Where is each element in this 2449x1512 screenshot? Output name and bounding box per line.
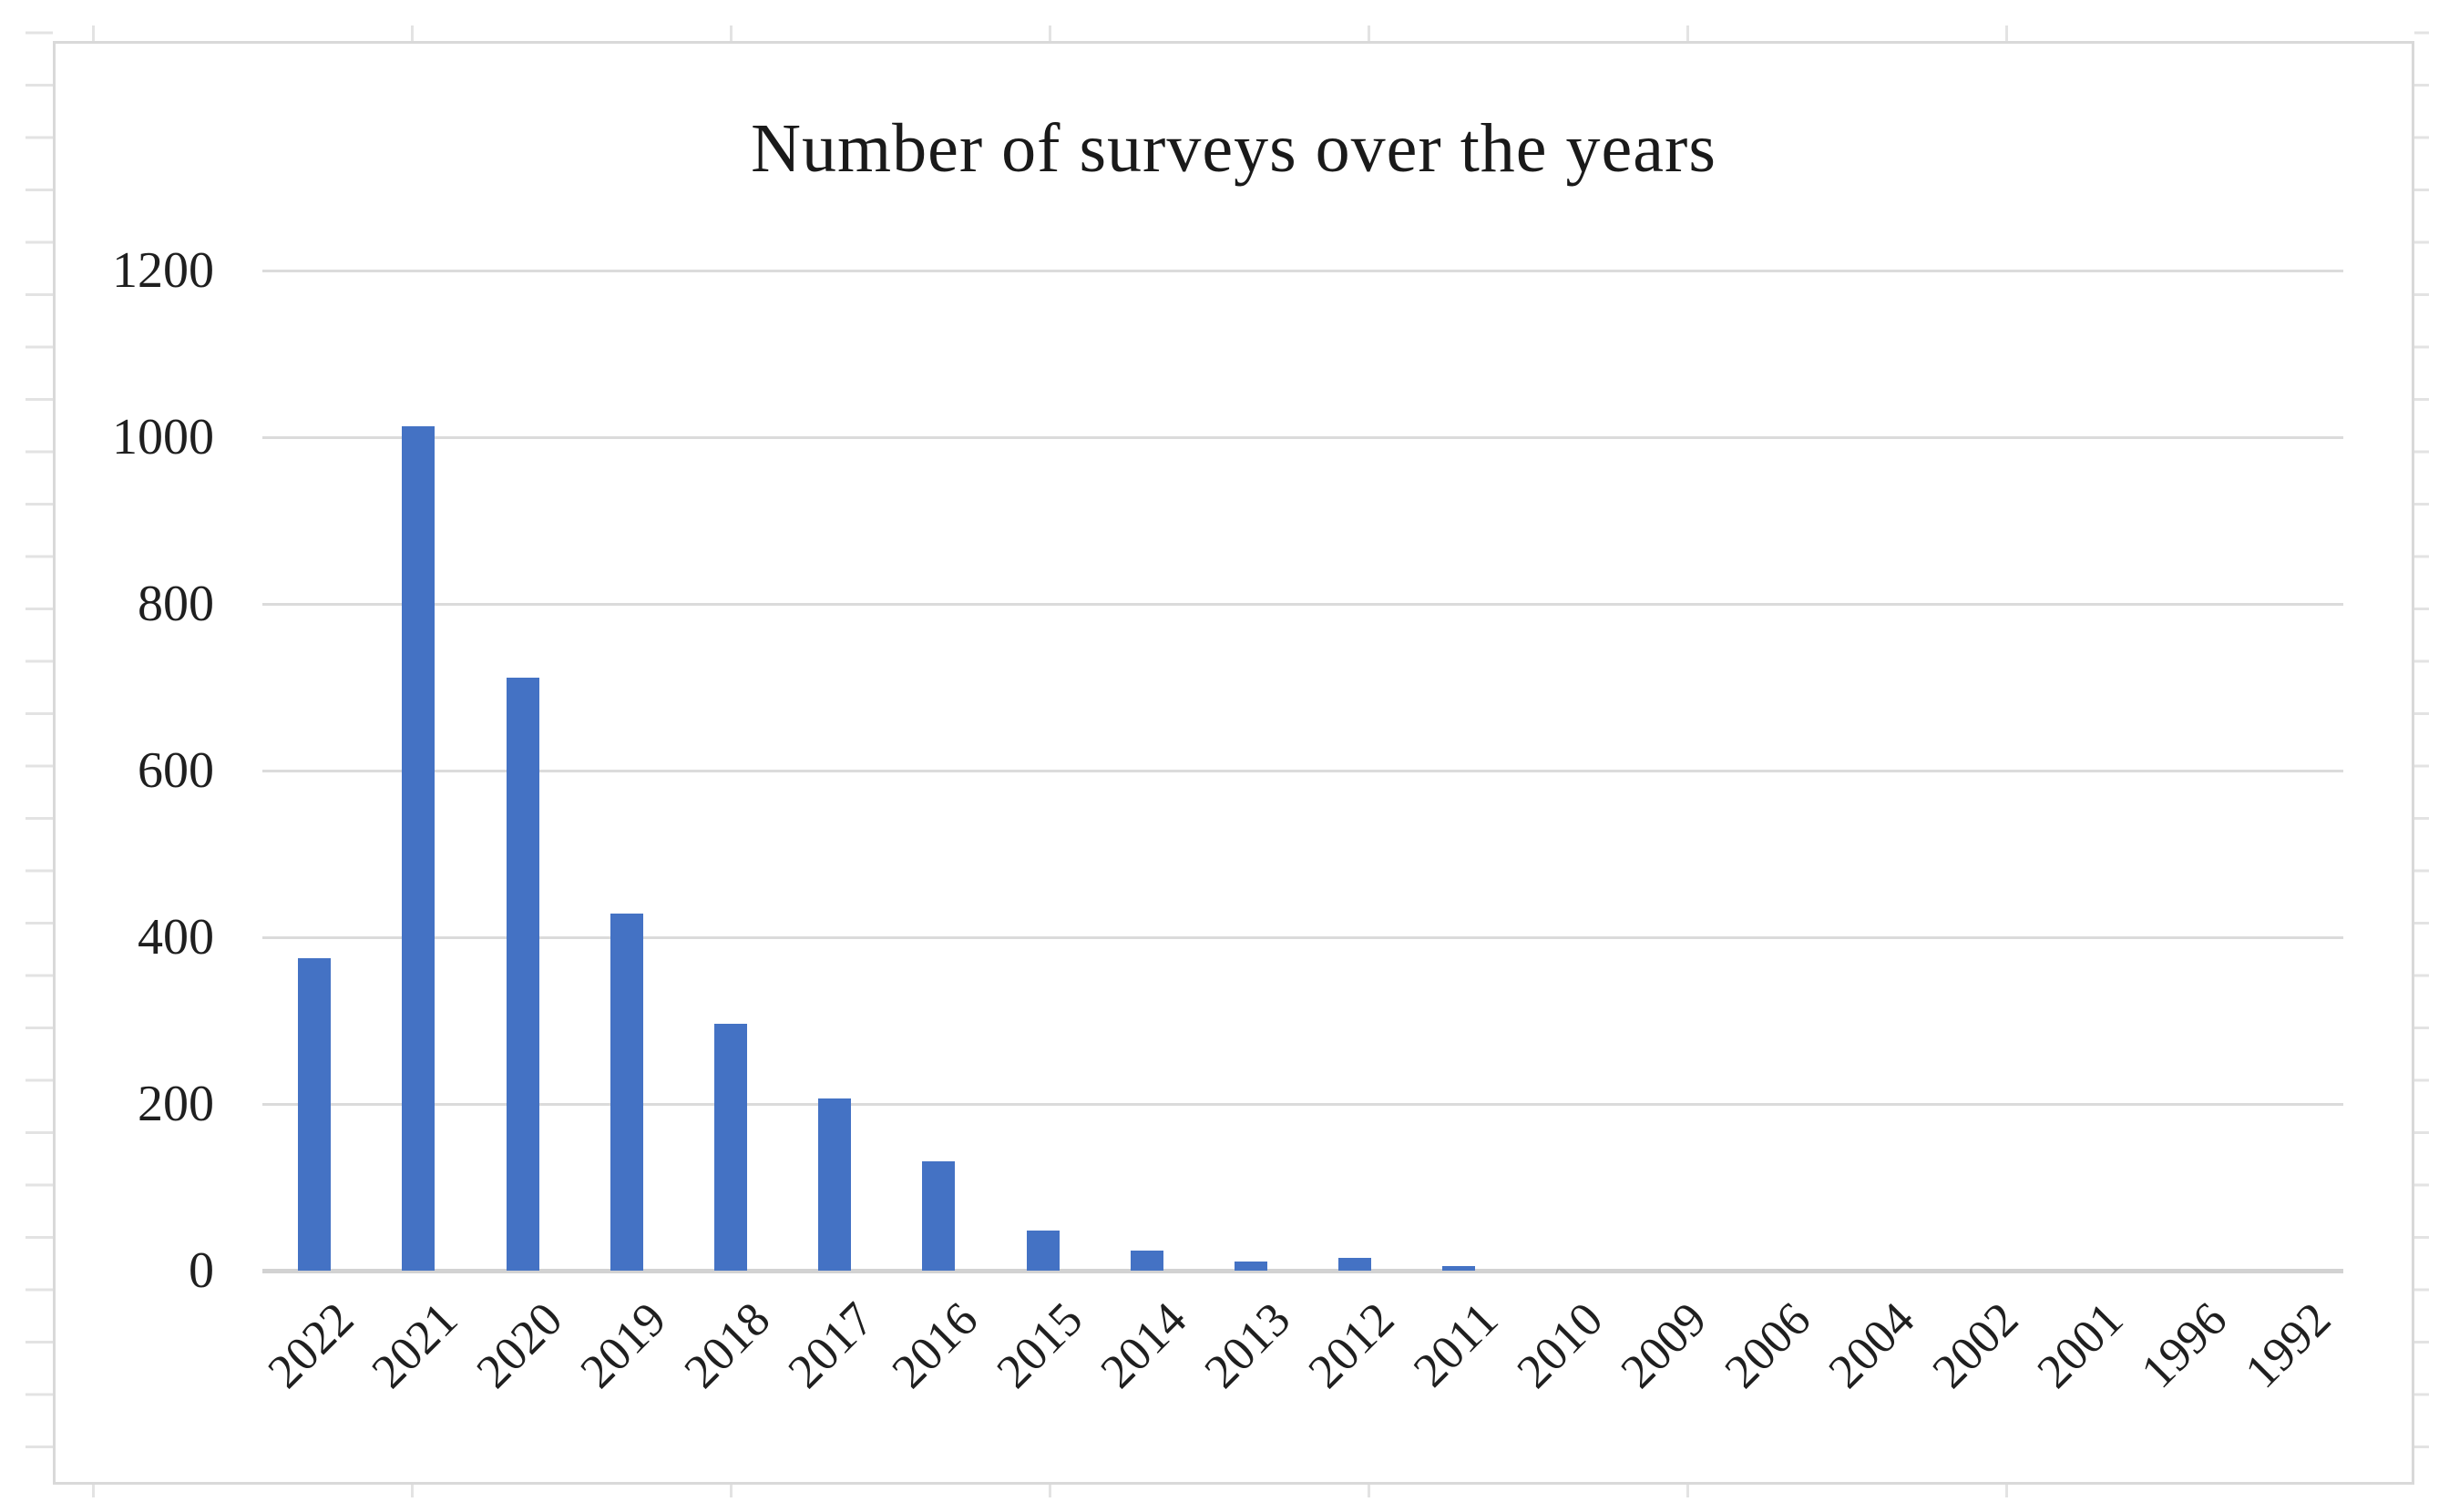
gridline-y-400 [262, 935, 2343, 939]
x-axis-tick-label-2018: 2018 [674, 1292, 781, 1399]
bar-2016[interactable] [922, 1161, 956, 1271]
y-axis-tick-label-1000: 1000 [112, 409, 214, 465]
gridline-y-800 [262, 602, 2343, 606]
x-axis-tick-label-2020: 2020 [466, 1292, 572, 1399]
x-axis-tick-label-2019: 2019 [570, 1292, 677, 1399]
x-axis-tick-label-2010: 2010 [1506, 1292, 1613, 1399]
chart-frame[interactable]: Number of surveys over the years 0 200 400… [53, 41, 2414, 1485]
x-axis-tick-label-2017: 2017 [778, 1292, 885, 1399]
y-axis-tick-label-0: 0 [189, 1242, 214, 1299]
spreadsheet-row-gridlines-right [2414, 0, 2429, 1512]
x-axis-tick-label-2021: 2021 [362, 1292, 468, 1399]
spreadsheet-row-gridlines-left [26, 0, 53, 1512]
y-axis-tick-label-400: 400 [138, 909, 214, 965]
x-axis-tick-label-2012: 2012 [1298, 1292, 1405, 1399]
bar-2019[interactable] [610, 914, 643, 1271]
x-axis-tick-label-2013: 2013 [1194, 1292, 1301, 1399]
x-axis-tick-label-2022: 2022 [258, 1292, 364, 1399]
x-axis-tick-label-2004: 2004 [1819, 1292, 1925, 1399]
bar-2012[interactable] [1338, 1258, 1372, 1271]
bar-2020[interactable] [506, 677, 539, 1271]
gridline-y-1000 [262, 435, 2343, 439]
bar-2014[interactable] [1130, 1251, 1163, 1271]
spreadsheet-column-gridlines-bottom [0, 1485, 2449, 1497]
bar-2018[interactable] [713, 1024, 747, 1271]
bar-2011[interactable] [1442, 1266, 1476, 1271]
x-axis-tick-label-1996: 1996 [2131, 1292, 2238, 1399]
x-axis-tick-label-2001: 2001 [2026, 1292, 2133, 1399]
bar-2017[interactable] [818, 1098, 852, 1271]
bar-2013[interactable] [1234, 1261, 1267, 1271]
x-axis-tick-label-2011: 2011 [1404, 1292, 1509, 1397]
gridline-y-1200 [262, 269, 2343, 272]
gridline-y-600 [262, 769, 2343, 772]
x-axis-tick-label-2009: 2009 [1611, 1292, 1717, 1399]
x-axis-tick-label-2002: 2002 [1922, 1292, 2029, 1399]
x-axis-tick-label-1992: 1992 [2235, 1292, 2341, 1399]
bar-2015[interactable] [1026, 1231, 1060, 1271]
spreadsheet-column-gridlines-top [0, 26, 2449, 42]
bar-2022[interactable] [298, 957, 332, 1271]
y-axis-tick-label-1200: 1200 [112, 242, 214, 299]
x-axis-line [262, 1269, 2343, 1273]
gridline-y-200 [262, 1102, 2343, 1106]
x-axis-tick-label-2014: 2014 [1091, 1292, 1197, 1399]
bar-2021[interactable] [402, 426, 435, 1271]
y-axis-tick-label-800: 800 [138, 576, 214, 632]
x-axis-tick-label-2006: 2006 [1715, 1292, 1821, 1399]
x-axis-tick-label-2015: 2015 [986, 1292, 1092, 1399]
y-axis-tick-label-200: 200 [138, 1076, 214, 1132]
x-axis-tick-label-2016: 2016 [882, 1292, 989, 1399]
y-axis-tick-label-600: 600 [138, 742, 214, 799]
chart-title[interactable]: Number of surveys over the years [751, 110, 1716, 187]
